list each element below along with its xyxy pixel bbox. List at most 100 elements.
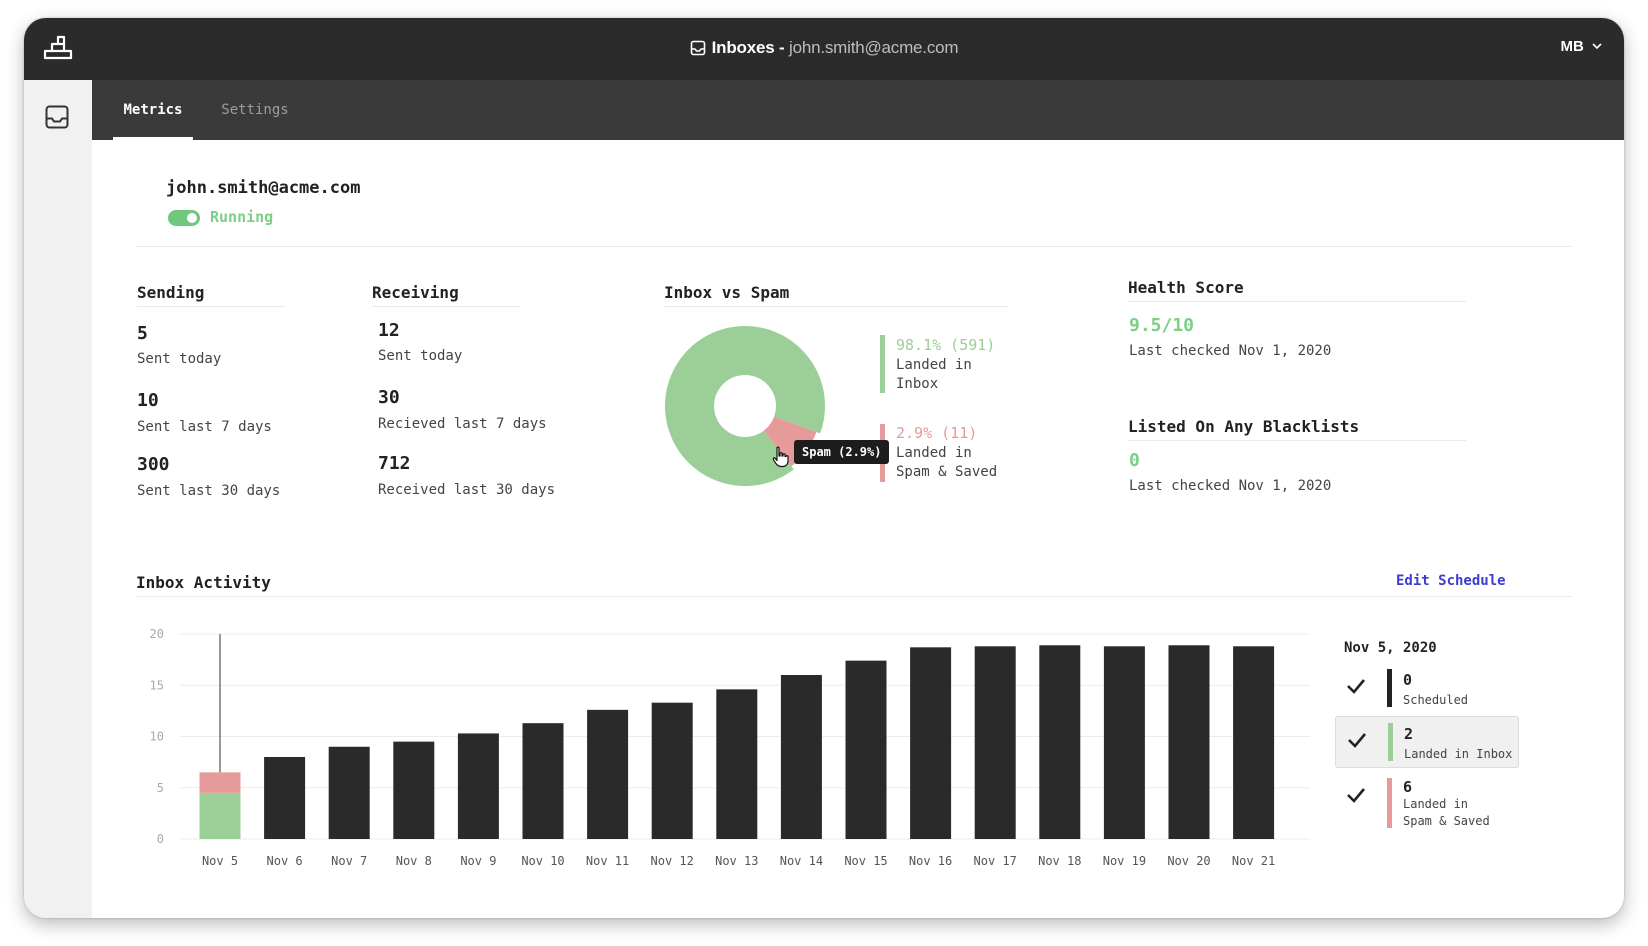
- sending-7d-label: Sent last 7 days: [137, 419, 272, 435]
- y-tick-label: 10: [150, 730, 164, 744]
- x-tick-label: Nov 11: [586, 854, 629, 868]
- inbox-vs-spam-underline: [664, 306, 1008, 307]
- detail-inbox-label: Landed in Inbox: [1404, 747, 1513, 761]
- user-initials: MB: [1560, 38, 1584, 55]
- spam-tooltip: Spam (2.9%): [794, 440, 890, 464]
- bar-spam-nov-5[interactable]: [199, 772, 241, 793]
- bar-nov-13[interactable]: [716, 689, 758, 839]
- detail-bar-inbox: [1388, 723, 1393, 761]
- edit-schedule-link[interactable]: Edit Schedule: [1396, 573, 1506, 589]
- x-tick-label: Nov 7: [331, 854, 367, 868]
- check-icon: [1347, 788, 1365, 803]
- bar-nov-18[interactable]: [1039, 645, 1081, 839]
- y-tick-label: 15: [150, 678, 164, 692]
- activity-title: Inbox Activity: [136, 573, 271, 592]
- bar-nov-15[interactable]: [845, 660, 887, 839]
- tab-metrics[interactable]: Metrics: [113, 80, 193, 140]
- account-email: john.smith@acme.com: [166, 178, 361, 198]
- title-bar: Inboxes - john.smith@acme.com MB: [24, 18, 1624, 80]
- x-tick-label: Nov 14: [780, 854, 823, 868]
- bar-nov-11[interactable]: [587, 709, 629, 839]
- window-title: Inboxes - john.smith@acme.com: [24, 38, 1624, 58]
- bar-nov-10[interactable]: [522, 723, 564, 839]
- bar-nov-7[interactable]: [328, 746, 370, 839]
- sending-30d-value: 300: [137, 454, 170, 475]
- bar-nov-17[interactable]: [974, 646, 1016, 839]
- receiving-today-value: 12: [378, 320, 400, 341]
- sending-today-value: 5: [137, 323, 148, 344]
- running-toggle[interactable]: [168, 210, 200, 226]
- legend-inbox-bar: [880, 335, 885, 393]
- bar-nov-8[interactable]: [393, 741, 435, 839]
- bar-nov-19[interactable]: [1103, 646, 1145, 839]
- legend-inbox-pct: 98.1% (591): [896, 336, 996, 354]
- detail-scheduled-value: 0: [1403, 671, 1413, 689]
- receiving-7d-value: 30: [378, 387, 400, 408]
- tab-settings[interactable]: Settings: [213, 80, 297, 140]
- bar-nov-16[interactable]: [910, 647, 952, 839]
- sending-today-label: Sent today: [137, 351, 222, 367]
- detail-date: Nov 5, 2020: [1344, 640, 1437, 656]
- bar-nov-12[interactable]: [651, 702, 693, 839]
- user-menu[interactable]: MB: [1561, 38, 1603, 55]
- x-tick-label: Nov 8: [396, 854, 432, 868]
- receiving-today-label: Sent today: [378, 348, 463, 364]
- legend-spam-pct: 2.9% (11): [896, 424, 978, 442]
- check-icon: [1348, 733, 1366, 748]
- app-window: Inboxes - john.smith@acme.com MB Metrics…: [24, 18, 1624, 918]
- bar-nov-21[interactable]: [1233, 646, 1275, 839]
- health-underline: [1128, 301, 1466, 302]
- detail-row-inbox[interactable]: 2 Landed in Inbox: [1335, 716, 1519, 768]
- x-tick-label: Nov 5: [202, 854, 238, 868]
- bar-inbox-nov-5[interactable]: [199, 792, 241, 839]
- y-tick-label: 0: [157, 832, 164, 846]
- detail-scheduled-label: Scheduled: [1403, 693, 1469, 707]
- detail-bar-spam: [1387, 778, 1392, 828]
- detail-row-scheduled[interactable]: 0 Scheduled: [1335, 663, 1519, 715]
- detail-spam-line1: Landed in: [1403, 797, 1469, 811]
- x-tick-label: Nov 9: [460, 854, 496, 868]
- tab-metrics-label: Metrics: [123, 102, 183, 118]
- bar-nov-9[interactable]: [457, 733, 499, 839]
- legend-spam-line2: Spam & Saved: [896, 464, 998, 480]
- sidebar-inbox-icon[interactable]: [44, 104, 70, 130]
- health-title: Health Score: [1128, 278, 1244, 297]
- detail-inbox-value: 2: [1404, 725, 1414, 743]
- health-score-value: 9.5/10: [1129, 315, 1195, 336]
- x-tick-label: Nov 15: [844, 854, 887, 868]
- sending-underline: [137, 306, 285, 307]
- sending-7d-value: 10: [137, 390, 159, 411]
- detail-row-spam[interactable]: 6 Landed in Spam & Saved: [1335, 772, 1519, 832]
- x-tick-label: Nov 19: [1103, 854, 1146, 868]
- blacklists-value: 0: [1129, 450, 1140, 471]
- hand-cursor-icon: [772, 446, 789, 468]
- bar-nov-6[interactable]: [264, 757, 306, 839]
- blacklists-underline: [1128, 440, 1466, 441]
- detail-bar-scheduled: [1387, 669, 1392, 707]
- legend-spam-line1: Landed in: [896, 445, 972, 461]
- x-tick-label: Nov 17: [974, 854, 1017, 868]
- logo-icon[interactable]: [42, 32, 74, 64]
- blacklists-title: Listed On Any Blacklists: [1128, 417, 1360, 436]
- inbox-icon: [690, 40, 705, 56]
- receiving-underline: [372, 306, 520, 307]
- legend-inbox-line2: Inbox: [896, 376, 939, 392]
- sending-title: Sending: [137, 283, 205, 302]
- tab-settings-label: Settings: [221, 102, 289, 118]
- y-tick-label: 5: [157, 781, 164, 795]
- receiving-30d-value: 712: [378, 453, 411, 474]
- receiving-title: Receiving: [372, 283, 459, 302]
- bar-nov-20[interactable]: [1168, 645, 1210, 839]
- x-tick-label: Nov 10: [521, 854, 564, 868]
- y-tick-label: 20: [150, 627, 164, 641]
- x-tick-label: Nov 21: [1232, 854, 1275, 868]
- section-divider: [136, 246, 1572, 247]
- health-checked: Last checked Nov 1, 2020: [1129, 343, 1332, 359]
- x-tick-label: Nov 18: [1038, 854, 1081, 868]
- tab-bar: Metrics Settings: [92, 80, 1624, 140]
- bar-nov-14[interactable]: [780, 675, 822, 839]
- activity-divider: [136, 596, 1572, 597]
- inbox-spam-donut: [665, 326, 826, 487]
- sidebar: [24, 80, 92, 918]
- x-tick-label: Nov 16: [909, 854, 952, 868]
